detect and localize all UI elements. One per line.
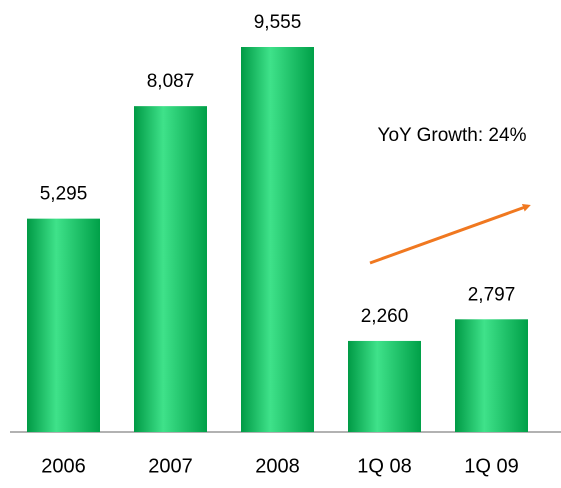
x-tick-label: 2007: [148, 455, 193, 477]
x-tick-label: 2008: [255, 455, 300, 477]
value-label: 8,087: [147, 71, 195, 92]
value-label: 5,295: [40, 184, 88, 205]
growth-arrow: [369, 203, 531, 265]
value-label: 2,260: [361, 306, 409, 327]
x-tick-label: 1Q 08: [357, 455, 411, 477]
x-tick-label: 2006: [41, 455, 86, 477]
bar: [455, 319, 528, 432]
bar: [27, 218, 100, 432]
bar: [241, 47, 314, 432]
x-tick-label: 1Q 09: [464, 455, 518, 477]
value-label: 2,797: [468, 284, 516, 305]
value-label: 9,555: [254, 12, 302, 33]
annotation: YoY Growth: 24%: [378, 125, 527, 146]
bar: [134, 106, 207, 433]
bar: [348, 340, 421, 432]
